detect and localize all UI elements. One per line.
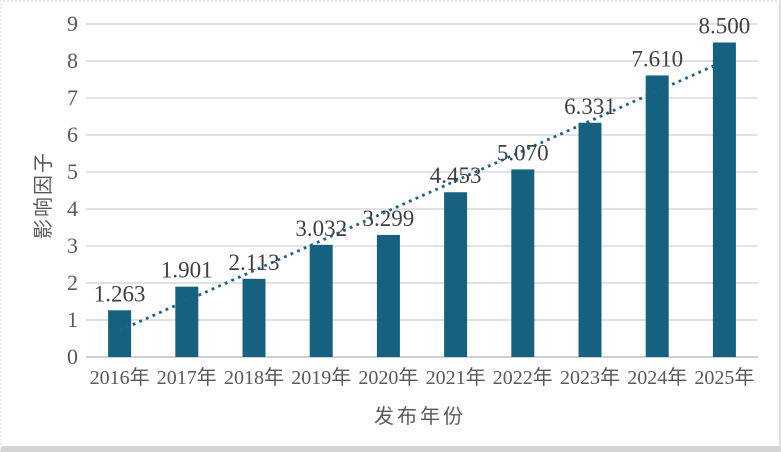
x-tick-label: 2022年: [493, 366, 553, 389]
bar-2020年: [376, 234, 400, 357]
y-tick-label: 2: [67, 270, 78, 295]
impact-factor-bar-chart: 0 1 2 3 4 5 6 7 8 9 1.263 1.901 2.113 3.032 3.299 4.453…: [67, 11, 758, 389]
bar-value-label: 2.113: [229, 250, 280, 275]
y-tick-label: 1: [67, 307, 78, 332]
bar-value-label: 3.032: [295, 216, 347, 241]
y-tick-label: 8: [67, 48, 78, 73]
bar-2021年: [444, 192, 468, 357]
y-tick-label: 5: [67, 159, 78, 184]
bar-2016年: [108, 310, 132, 357]
trendline: [119, 59, 725, 332]
bar-2017年: [175, 286, 199, 357]
y-tick-label: 7: [67, 85, 78, 110]
x-tick-label: 2021年: [426, 366, 486, 389]
x-tick-label: 2018年: [224, 366, 284, 389]
bar-value-label: 5.070: [497, 140, 549, 165]
bar-2022年: [511, 169, 535, 357]
bar-2018年: [242, 278, 266, 357]
x-tick-label: 2025年: [694, 366, 754, 389]
bar-value-label: 8.500: [699, 14, 751, 39]
x-axis-title: 发布年份: [374, 406, 466, 428]
bar-2023年: [578, 122, 602, 358]
bar-value-label: 6.331: [564, 94, 616, 119]
bar-value-label: 7.610: [631, 46, 683, 71]
y-tick-label: 9: [67, 11, 78, 36]
bar-value-label: 3.299: [363, 206, 415, 231]
x-tick-label: 2019年: [291, 366, 351, 389]
y-tick-label: 3: [67, 233, 78, 258]
y-tick-label: 4: [67, 196, 78, 221]
x-tick-label: 2017年: [157, 366, 217, 389]
x-tick-label: 2023年: [560, 366, 620, 389]
bar-value-label: 4.453: [430, 163, 482, 188]
y-axis-title: 影响因子: [33, 151, 55, 239]
bar-2025年: [712, 42, 736, 357]
bar-2019年: [309, 244, 333, 357]
bar-2024年: [645, 75, 669, 358]
x-tick-label: 2020年: [358, 366, 418, 389]
x-tick-label: 2024年: [627, 366, 687, 389]
y-tick-label: 6: [67, 122, 78, 147]
bar-value-label: 1.263: [94, 281, 146, 306]
bar-value-label: 1.901: [161, 258, 213, 283]
x-tick-label: 2016年: [90, 366, 150, 389]
y-tick-label: 0: [67, 344, 78, 369]
